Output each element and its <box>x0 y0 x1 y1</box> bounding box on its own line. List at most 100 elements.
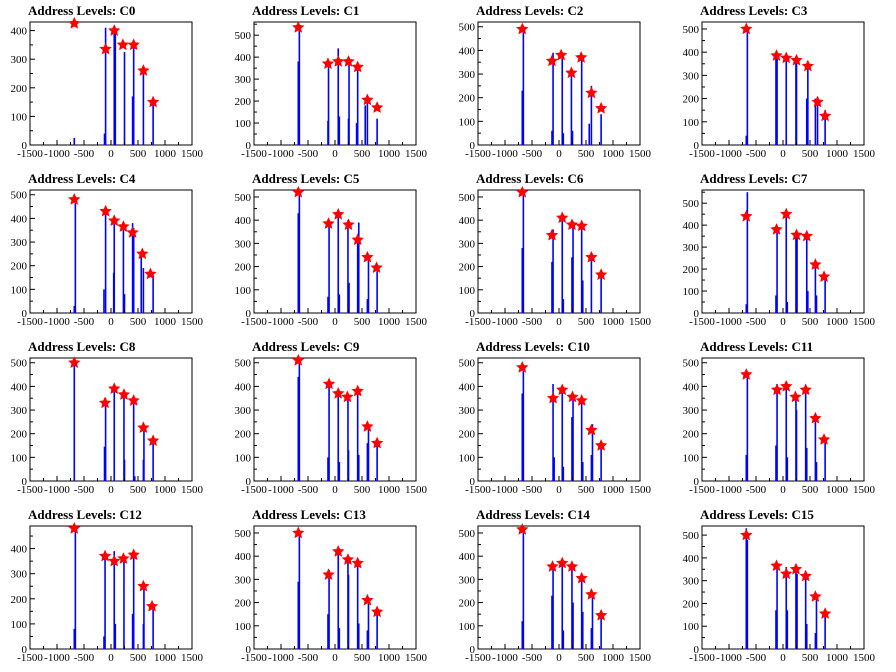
y-tick-label: 500 <box>235 30 252 42</box>
y-tick-label: 100 <box>11 619 28 631</box>
x-tick-label: 0 <box>108 652 114 664</box>
peak-star-marker <box>332 55 345 67</box>
x-tick-label: -500 <box>522 316 543 328</box>
peak-star-marker <box>361 250 374 263</box>
y-tick-label: 500 <box>235 358 252 370</box>
x-tick-label: -1500 <box>465 148 491 160</box>
x-tick-label: -1000 <box>716 316 742 328</box>
peak-star-marker <box>137 421 150 434</box>
peak-star-marker <box>809 258 822 270</box>
peak-star-marker <box>108 382 121 394</box>
x-tick-label: 0 <box>332 316 338 328</box>
y-tick-label: 400 <box>683 553 700 565</box>
y-tick-label: 0 <box>694 308 700 320</box>
x-tick-label: 1500 <box>405 652 428 664</box>
y-tick-label: 200 <box>11 261 28 273</box>
peak-star-marker <box>351 60 364 73</box>
peak-star-marker <box>370 261 383 273</box>
peak-star-marker <box>292 185 305 198</box>
x-tick-label: -1000 <box>268 148 294 160</box>
x-tick-label: -1000 <box>716 652 742 664</box>
y-tick-label: 500 <box>235 528 252 540</box>
y-tick-label: 100 <box>11 284 28 296</box>
y-tick-label: 300 <box>683 405 700 417</box>
x-tick-label: 0 <box>780 148 786 160</box>
plot-frame <box>253 525 417 650</box>
y-tick-label: 500 <box>459 22 476 34</box>
peak-star-marker <box>770 223 783 235</box>
peak-star-marker <box>770 49 783 61</box>
peak-star-marker <box>594 268 608 280</box>
x-tick-label: 500 <box>354 148 371 160</box>
peak-star-marker <box>801 59 814 72</box>
x-tick-label: -1500 <box>17 652 43 664</box>
y-tick-label: 100 <box>683 117 700 129</box>
plot-frame <box>29 525 193 650</box>
peak-star-marker <box>342 55 355 67</box>
peak-star-marker <box>370 605 384 618</box>
x-tick-label: -1500 <box>17 148 43 160</box>
x-tick-label: 1500 <box>405 484 428 496</box>
chart-title: Address Levels: C15 <box>700 507 814 522</box>
y-tick-label: 500 <box>459 358 476 370</box>
y-tick-label: 300 <box>11 237 28 249</box>
chart-panel: Address Levels: C40100200300400500-1500-… <box>11 171 204 328</box>
y-tick-label: 100 <box>235 452 252 464</box>
x-tick-label: -1000 <box>716 484 742 496</box>
x-tick-label: 0 <box>780 652 786 664</box>
plot-frame <box>29 21 193 146</box>
peak-star-marker <box>545 228 559 241</box>
peak-star-marker <box>351 233 364 246</box>
x-tick-label: -500 <box>522 484 543 496</box>
y-tick-label: 400 <box>235 551 252 563</box>
peak-star-marker <box>116 38 130 51</box>
peak-star-marker <box>594 439 608 451</box>
peak-star-marker <box>137 579 150 592</box>
y-tick-label: 100 <box>235 621 252 633</box>
x-tick-label: -1000 <box>268 316 294 328</box>
peak-star-marker <box>332 207 345 220</box>
plot-frame <box>477 525 641 650</box>
x-tick-label: 500 <box>578 652 595 664</box>
chart-title: Address Levels: C7 <box>700 171 808 186</box>
peak-star-marker <box>555 48 568 61</box>
x-tick-label: 500 <box>354 652 371 664</box>
x-tick-label: 500 <box>802 652 819 664</box>
x-tick-label: -1000 <box>44 484 70 496</box>
y-tick-label: 400 <box>11 544 28 556</box>
plot-frame <box>29 189 193 314</box>
peak-star-marker <box>370 101 384 113</box>
peak-star-marker <box>800 229 813 242</box>
x-tick-label: -1500 <box>689 652 715 664</box>
x-tick-label: 1500 <box>629 148 652 160</box>
peak-star-marker <box>144 267 157 280</box>
y-tick-label: 200 <box>683 429 700 441</box>
y-tick-label: 300 <box>11 569 28 581</box>
y-tick-label: 100 <box>459 621 476 633</box>
chart-title: Address Levels: C1 <box>252 3 359 18</box>
y-tick-label: 100 <box>11 452 28 464</box>
peak-star-marker <box>332 545 345 557</box>
plot-frame <box>701 525 865 650</box>
x-tick-label: 0 <box>556 148 562 160</box>
peak-star-marker <box>817 270 831 282</box>
peak-star-marker <box>117 220 130 232</box>
chart-panel: Address Levels: C20100200300400500-1500-… <box>459 3 652 160</box>
x-tick-label: -500 <box>74 652 95 664</box>
x-tick-label: -500 <box>522 148 543 160</box>
chart-panel: Address Levels: C10 0 100 200 300 400 500 -1500… <box>459 339 652 496</box>
x-tick-label: -1000 <box>492 484 518 496</box>
x-tick-label: 1000 <box>154 148 177 160</box>
peak-star-marker <box>99 204 112 217</box>
chart-title: Address Levels: C4 <box>28 171 136 186</box>
x-tick-label: -1000 <box>716 148 742 160</box>
peak-star-marker <box>68 356 81 368</box>
y-tick-label: 100 <box>459 285 476 297</box>
peak-star-marker <box>117 552 130 564</box>
peak-star-marker <box>341 390 354 403</box>
peak-star-marker <box>740 209 753 222</box>
peak-star-marker <box>332 387 345 399</box>
peak-star-marker <box>99 42 112 55</box>
chart-panel: Address Levels: C12 0 100 200 300 400 -1500 -10… <box>11 507 204 664</box>
